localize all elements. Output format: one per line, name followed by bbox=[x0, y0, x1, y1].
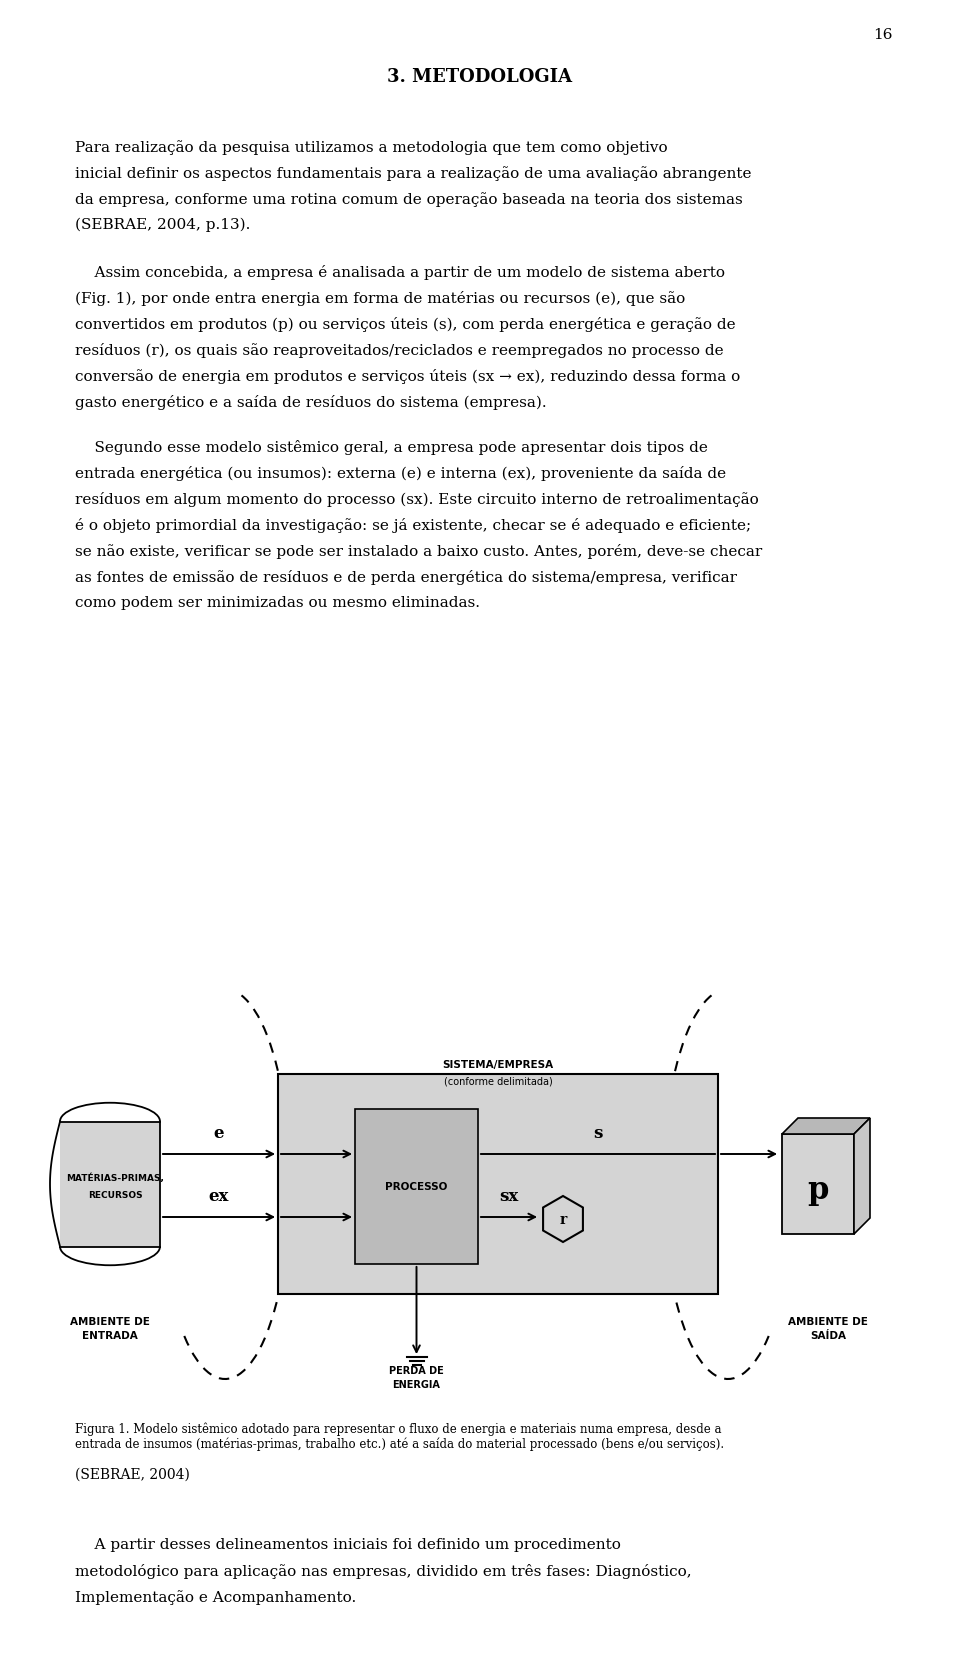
Text: SAÍDA: SAÍDA bbox=[810, 1331, 846, 1341]
Bar bbox=[782, 1134, 854, 1235]
Text: Implementação e Acompanhamento.: Implementação e Acompanhamento. bbox=[75, 1589, 356, 1604]
Polygon shape bbox=[543, 1197, 583, 1243]
Text: Para realização da pesquisa utilizamos a metodologia que tem como objetivo: Para realização da pesquisa utilizamos a… bbox=[75, 141, 667, 156]
Text: resíduos em algum momento do processo (sx). Este circuito interno de retroalimen: resíduos em algum momento do processo (s… bbox=[75, 492, 758, 506]
Text: e: e bbox=[214, 1124, 225, 1142]
Text: (SEBRAE, 2004): (SEBRAE, 2004) bbox=[75, 1466, 190, 1481]
Text: RECURSOS: RECURSOS bbox=[87, 1190, 142, 1198]
Polygon shape bbox=[854, 1119, 870, 1235]
Text: as fontes de emissão de resíduos e de perda energética do sistema/empresa, verif: as fontes de emissão de resíduos e de pe… bbox=[75, 569, 737, 584]
Text: A partir desses delineamentos iniciais foi definido um procedimento: A partir desses delineamentos iniciais f… bbox=[75, 1537, 621, 1551]
Text: ENERGIA: ENERGIA bbox=[393, 1379, 441, 1389]
Text: (Fig. 1), por onde entra energia em forma de matérias ou recursos (e), que são: (Fig. 1), por onde entra energia em form… bbox=[75, 291, 685, 306]
Text: r: r bbox=[560, 1211, 566, 1226]
Text: AMBIENTE DE: AMBIENTE DE bbox=[70, 1316, 150, 1326]
Text: sx: sx bbox=[499, 1187, 518, 1205]
Text: conversão de energia em produtos e serviços úteis (sx → ex), reduzindo dessa for: conversão de energia em produtos e servi… bbox=[75, 369, 740, 384]
Text: metodológico para aplicação nas empresas, dividido em três fases: Diagnóstico,: metodológico para aplicação nas empresas… bbox=[75, 1562, 691, 1579]
Text: Segundo esse modelo sistêmico geral, a empresa pode apresentar dois tipos de: Segundo esse modelo sistêmico geral, a e… bbox=[75, 440, 708, 455]
Polygon shape bbox=[782, 1119, 870, 1134]
Text: p: p bbox=[807, 1173, 828, 1205]
Text: é o objeto primordial da investigação: se já existente, checar se é adequado e e: é o objeto primordial da investigação: s… bbox=[75, 518, 751, 533]
Text: (conforme delimitada): (conforme delimitada) bbox=[444, 1076, 552, 1086]
Text: SISTEMA/EMPRESA: SISTEMA/EMPRESA bbox=[443, 1059, 554, 1069]
Text: entrada de insumos (matérias-primas, trabalho etc.) até a saída do material proc: entrada de insumos (matérias-primas, tra… bbox=[75, 1437, 724, 1451]
Text: s: s bbox=[593, 1124, 603, 1142]
Text: se não existe, verificar se pode ser instalado a baixo custo. Antes, porém, deve: se não existe, verificar se pode ser ins… bbox=[75, 544, 762, 559]
Text: da empresa, conforme uma rotina comum de operação baseada na teoria dos sistemas: da empresa, conforme uma rotina comum de… bbox=[75, 192, 743, 207]
Text: 16: 16 bbox=[874, 28, 893, 41]
Text: entrada energética (ou insumos): externa (e) e interna (ex), proveniente da saíd: entrada energética (ou insumos): externa… bbox=[75, 465, 726, 480]
Text: (SEBRAE, 2004, p.13).: (SEBRAE, 2004, p.13). bbox=[75, 218, 251, 232]
Text: Figura 1. Modelo sistêmico adotado para representar o fluxo de energia e materia: Figura 1. Modelo sistêmico adotado para … bbox=[75, 1422, 722, 1435]
Text: inicial definir os aspectos fundamentais para a realização de uma avaliação abra: inicial definir os aspectos fundamentais… bbox=[75, 166, 752, 180]
Text: convertidos em produtos (p) ou serviços úteis (s), com perda energética e geraçã: convertidos em produtos (p) ou serviços … bbox=[75, 316, 735, 331]
Text: gasto energético e a saída de resíduos do sistema (empresa).: gasto energético e a saída de resíduos d… bbox=[75, 396, 546, 410]
Text: ENTRADA: ENTRADA bbox=[83, 1331, 138, 1341]
Bar bbox=[278, 1074, 718, 1294]
Bar bbox=[355, 1109, 478, 1264]
Bar bbox=[60, 1122, 160, 1246]
Text: como podem ser minimizadas ou mesmo eliminadas.: como podem ser minimizadas ou mesmo elim… bbox=[75, 596, 480, 609]
Text: resíduos (r), os quais são reaproveitados/reciclados e reempregados no processo : resíduos (r), os quais são reaproveitado… bbox=[75, 343, 724, 357]
Text: ex: ex bbox=[209, 1187, 229, 1205]
Text: 3. METODOLOGIA: 3. METODOLOGIA bbox=[388, 68, 572, 86]
Text: PERDA DE: PERDA DE bbox=[389, 1365, 444, 1375]
Text: PROCESSO: PROCESSO bbox=[385, 1182, 447, 1192]
Text: MATÉRIAS-PRIMAS,: MATÉRIAS-PRIMAS, bbox=[66, 1172, 164, 1182]
Text: Assim concebida, a empresa é analisada a partir de um modelo de sistema aberto: Assim concebida, a empresa é analisada a… bbox=[75, 265, 725, 280]
Text: AMBIENTE DE: AMBIENTE DE bbox=[788, 1316, 868, 1326]
